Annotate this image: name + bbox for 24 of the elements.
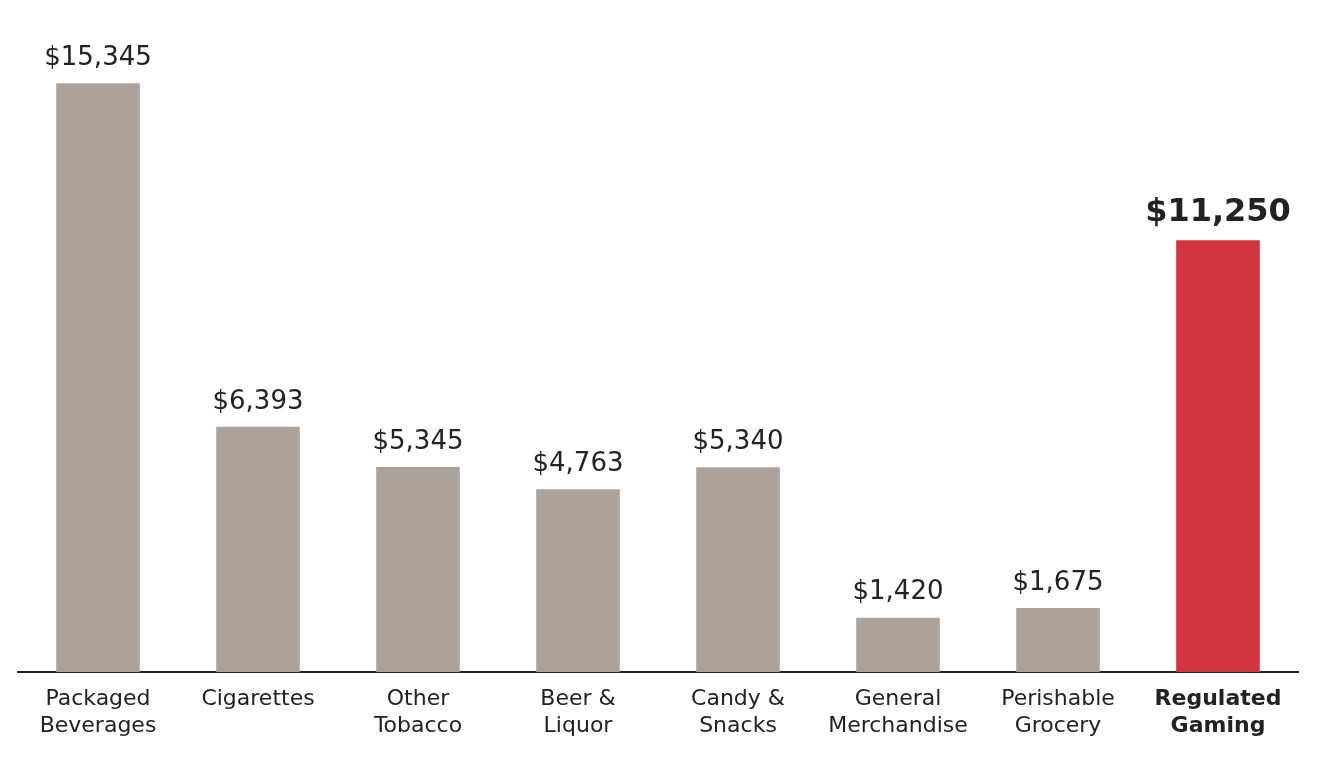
x-tick-label: Other Tobacco bbox=[372, 685, 463, 737]
x-tick-label: Regulated Gaming bbox=[1154, 685, 1282, 737]
data-label: $11,250 bbox=[1145, 190, 1291, 229]
data-label: $1,420 bbox=[852, 575, 944, 606]
x-tick-label: Packaged Beverages bbox=[39, 685, 157, 737]
x-tick-label: Beer & Liquor bbox=[540, 685, 616, 737]
x-tick-label: Cigarettes bbox=[201, 685, 315, 711]
bar bbox=[1016, 607, 1100, 673]
data-label: $5,340 bbox=[692, 424, 784, 455]
x-tick-label: General Merchandise bbox=[828, 685, 968, 737]
bar bbox=[216, 426, 300, 673]
bar bbox=[856, 617, 940, 673]
bar bbox=[536, 489, 620, 673]
x-tick-label: Perishable Grocery bbox=[1001, 685, 1115, 737]
data-label: $5,345 bbox=[372, 424, 464, 455]
data-label: $6,393 bbox=[212, 384, 304, 415]
bar bbox=[376, 467, 460, 673]
data-label: $15,345 bbox=[44, 40, 152, 71]
bar bbox=[696, 467, 780, 673]
bar bbox=[1176, 240, 1260, 673]
bar bbox=[56, 83, 140, 673]
data-label: $4,763 bbox=[532, 447, 624, 478]
x-tick-label: Candy & Snacks bbox=[691, 685, 785, 737]
data-label: $1,675 bbox=[1012, 565, 1104, 596]
